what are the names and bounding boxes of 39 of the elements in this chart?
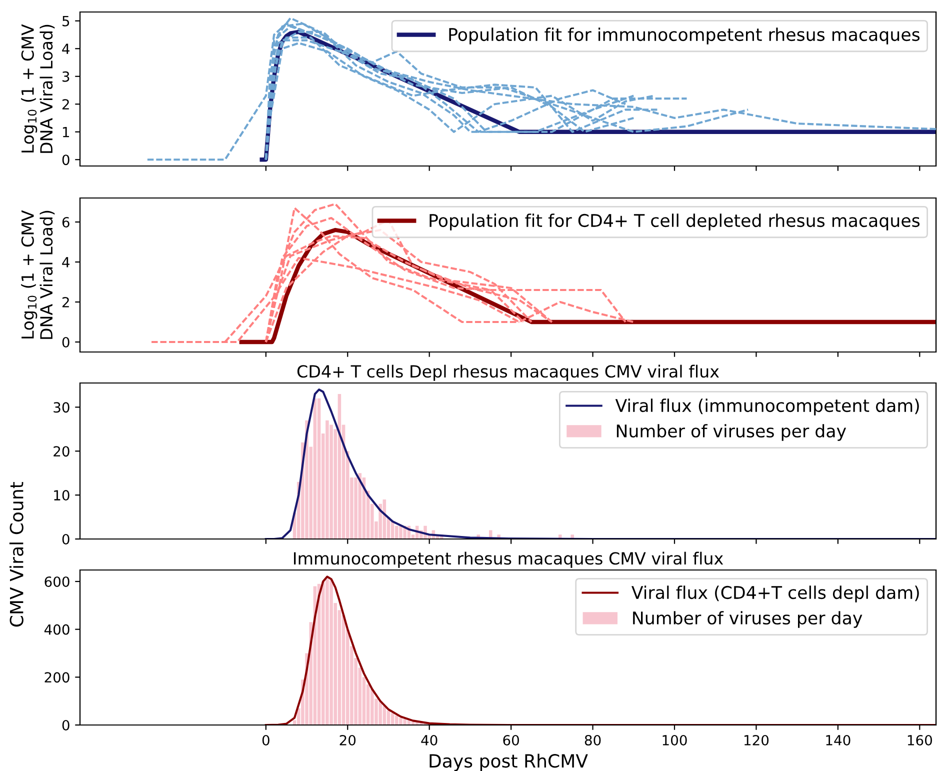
x-tick-label: 60 [503,734,519,746]
legend-label: Population fit for CD4+ T cell depleted rhesus macaques [430,214,920,230]
y-tick-label: 3 [62,71,70,82]
x-tick-label: 80 [584,734,601,746]
y-tick-label: 0 [62,154,70,166]
y-tick-label: 600 [44,576,70,587]
y-tick-label: 0 [62,336,70,348]
y-tick-label: 0 [62,534,70,544]
y-tick-label: 5 [62,16,70,26]
y-tick-label: 10 [54,490,70,501]
legend-label: Population fit for immunocompetent rhesus macaques [449,28,920,44]
y-axis-title: CMV Viral Count [9,482,24,627]
y-axis-title: Log$_{10}$ (1 + CMV DNA Viral Load) [21,210,55,339]
x-tick-label: 160 [908,734,932,746]
y-tick-label: 4 [62,257,70,268]
x-tick-label: 120 [744,734,769,746]
y-tick-label: 2 [62,296,69,308]
x-tick-label: 40 [421,734,438,746]
legend-label: Viral flux (immunocompetent dam) [615,398,919,416]
y-tick-label: 200 [44,672,70,683]
y-axis-title: Log$_{10}$ (1 + CMV DNA Viral Load) [21,24,55,153]
y-tick-label: 2 [62,99,69,110]
y-tick-label: 30 [54,402,70,413]
y-tick-label: 20 [54,446,70,457]
y-tick-label: 1 [62,127,69,138]
x-tick-label: 0 [262,734,270,746]
x-tick-label: 100 [662,734,687,746]
legend-label: Viral flux (CD4+T cells depl dam) [632,586,919,602]
legend-label: Number of viruses per day [633,611,862,628]
y-tick-label: 4 [62,44,70,54]
chart-title: CD4+ T cells Depl rhesus macaques CMV viral flux [297,364,719,381]
x-axis-title: Days post RhCMV [430,754,588,771]
legend-label: Number of viruses per day [616,424,846,441]
y-tick-label: 6 [62,216,70,228]
x-tick-label: 140 [826,734,850,746]
chart-title: Immunocompetent rhesus macaques CMV viral flux [294,552,724,568]
x-tick-label: 20 [340,734,356,746]
y-tick-label: 400 [44,624,70,635]
y-tick-label: 0 [62,720,70,730]
